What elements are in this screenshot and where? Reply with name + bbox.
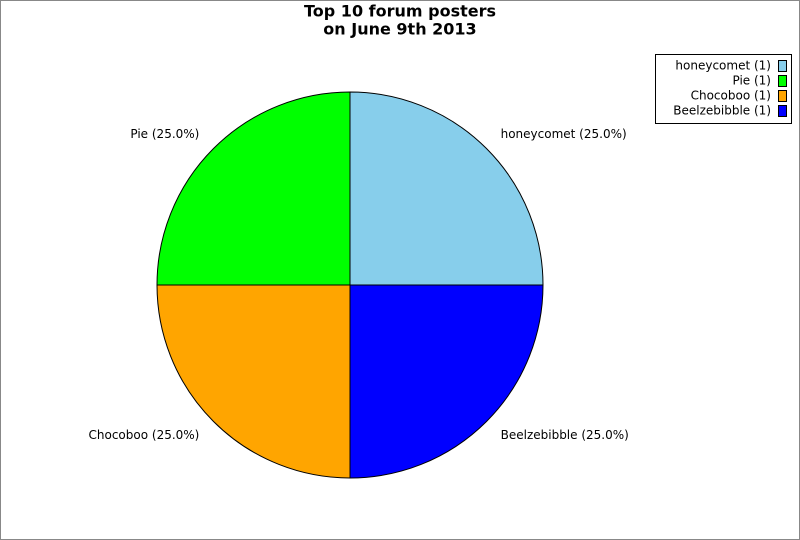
slice-label: Beelzebibble (25.0%) — [501, 428, 629, 442]
legend-swatch — [778, 90, 787, 102]
chart-title: Top 10 forum posters — [304, 2, 496, 21]
slice-label: honeycomet (25.0%) — [501, 127, 627, 141]
chart-subtitle: on June 9th 2013 — [323, 20, 476, 39]
pie-slice — [156, 91, 351, 286]
legend-swatch — [778, 105, 787, 117]
pie-slice — [156, 284, 351, 479]
legend-swatch — [778, 60, 787, 72]
pie-slice — [349, 284, 544, 479]
pie-slice — [349, 91, 544, 286]
legend-label: Pie (1) — [732, 74, 771, 88]
slice-label: Pie (25.0%) — [130, 127, 199, 141]
legend-label: honeycomet (1) — [675, 59, 771, 73]
legend-swatch — [778, 75, 787, 87]
legend-label: Chocoboo (1) — [691, 89, 771, 103]
legend-box — [655, 54, 792, 124]
legend-label: Beelzebibble (1) — [673, 104, 771, 118]
slice-label: Chocoboo (25.0%) — [89, 428, 200, 442]
